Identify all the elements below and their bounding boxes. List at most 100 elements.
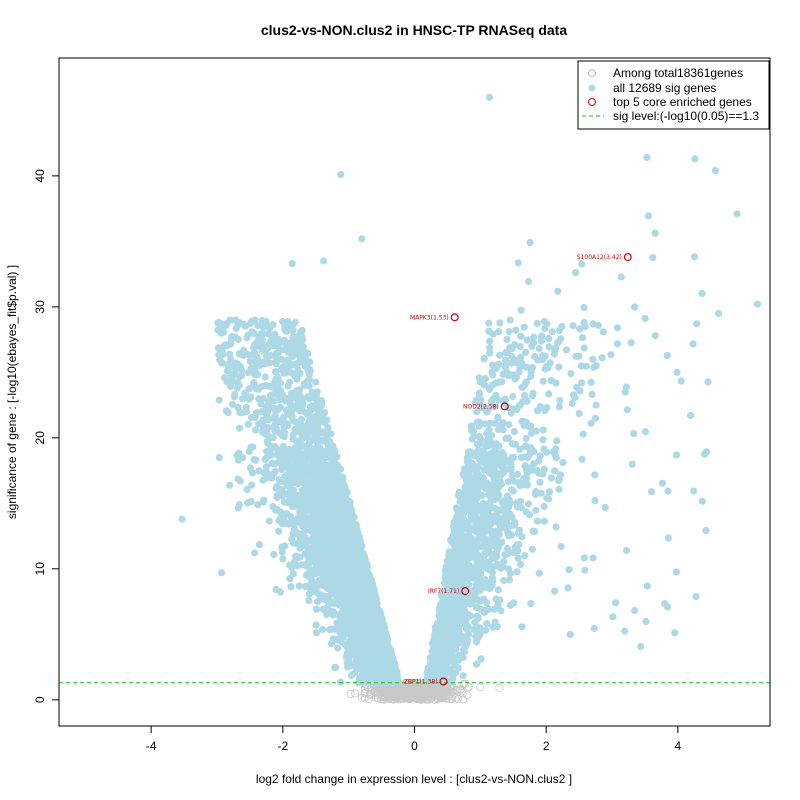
sig-point bbox=[244, 393, 252, 401]
sig-point bbox=[481, 420, 489, 428]
sig-point bbox=[298, 326, 306, 335]
sig-point bbox=[631, 303, 639, 311]
sig-point bbox=[299, 428, 308, 436]
nonsig-point bbox=[418, 695, 427, 704]
sig-point bbox=[375, 654, 383, 662]
sig-point bbox=[498, 497, 506, 505]
sig-point bbox=[248, 481, 256, 489]
sig-point bbox=[547, 376, 555, 385]
sig-point bbox=[528, 342, 536, 350]
sig-point bbox=[249, 443, 257, 451]
sig-point bbox=[562, 346, 571, 354]
sig-point bbox=[266, 433, 274, 441]
sig-point bbox=[285, 339, 293, 347]
sig-point bbox=[642, 617, 650, 626]
sig-point bbox=[557, 542, 565, 551]
sig-point bbox=[350, 513, 358, 521]
sig-point bbox=[313, 388, 321, 396]
sig-point bbox=[481, 608, 489, 617]
sig-point bbox=[324, 424, 332, 432]
sig-point bbox=[283, 409, 292, 417]
sig-point bbox=[276, 588, 284, 596]
sig-point bbox=[327, 639, 336, 648]
sig-point bbox=[303, 465, 311, 473]
sig-point bbox=[511, 440, 519, 448]
sig-point bbox=[326, 543, 335, 552]
sig-point bbox=[664, 534, 673, 542]
sig-point bbox=[283, 364, 291, 372]
sig-point bbox=[491, 618, 499, 626]
sig-point bbox=[254, 357, 263, 365]
sig-point bbox=[517, 453, 526, 462]
sig-point bbox=[508, 513, 516, 521]
sig-point bbox=[622, 383, 630, 391]
sig-point bbox=[341, 626, 349, 634]
sig-point bbox=[289, 321, 297, 329]
sig-point bbox=[286, 575, 294, 583]
sig-point bbox=[671, 629, 679, 637]
sig-point bbox=[255, 467, 263, 475]
sig-point bbox=[271, 368, 280, 376]
sig-point bbox=[316, 444, 324, 452]
sig-point bbox=[565, 566, 573, 574]
sig-point bbox=[287, 403, 295, 411]
sig-point bbox=[532, 427, 540, 435]
sig-point bbox=[568, 399, 576, 408]
sig-point bbox=[336, 610, 344, 618]
sig-point bbox=[503, 434, 511, 443]
sig-point bbox=[259, 394, 267, 402]
nonsig-point bbox=[420, 686, 429, 695]
sig-point bbox=[293, 474, 301, 482]
sig-point bbox=[314, 400, 322, 408]
sig-point bbox=[522, 508, 530, 516]
sig-point bbox=[267, 445, 275, 454]
sig-point bbox=[252, 409, 261, 417]
sig-point bbox=[262, 346, 270, 354]
sig-point bbox=[333, 516, 341, 524]
sig-point bbox=[505, 495, 513, 503]
sig-point bbox=[512, 326, 520, 334]
sig-point bbox=[554, 287, 562, 295]
sig-point bbox=[363, 561, 371, 569]
sig-point bbox=[299, 350, 307, 358]
sig-point bbox=[354, 585, 362, 593]
sig-point bbox=[591, 497, 599, 505]
sig-point bbox=[326, 473, 334, 481]
sig-point bbox=[336, 620, 344, 628]
sig-point bbox=[516, 343, 524, 351]
nonsig-point bbox=[412, 688, 421, 697]
sig-point bbox=[333, 501, 341, 509]
sig-point bbox=[318, 479, 327, 487]
sig-point bbox=[501, 551, 509, 559]
sig-point bbox=[522, 348, 530, 356]
sig-point bbox=[295, 582, 303, 590]
sig-point bbox=[368, 664, 377, 672]
sig-point bbox=[279, 442, 287, 450]
sig-point bbox=[294, 359, 302, 367]
nonsig-point bbox=[397, 694, 406, 703]
sig-point bbox=[312, 378, 320, 386]
sig-point bbox=[223, 367, 231, 375]
sig-point bbox=[291, 372, 299, 380]
sig-point bbox=[376, 637, 385, 646]
sig-point bbox=[255, 420, 263, 428]
sig-point bbox=[260, 496, 268, 504]
sig-point bbox=[305, 371, 313, 379]
sig-point bbox=[297, 415, 305, 424]
sig-point bbox=[340, 605, 348, 613]
sig-point bbox=[545, 334, 553, 343]
sig-point bbox=[296, 544, 304, 552]
sig-point bbox=[373, 669, 381, 677]
sig-point bbox=[282, 324, 290, 332]
sig-point bbox=[340, 531, 349, 540]
sig-point bbox=[518, 623, 526, 631]
sig-point bbox=[572, 269, 580, 277]
sig-point bbox=[301, 521, 309, 529]
sig-point bbox=[219, 350, 227, 358]
nonsig-point bbox=[360, 689, 369, 698]
sig-point bbox=[322, 504, 331, 512]
sig-point bbox=[351, 535, 360, 543]
sig-point bbox=[540, 517, 549, 525]
sig-point bbox=[551, 467, 559, 475]
sig-point bbox=[524, 500, 533, 508]
